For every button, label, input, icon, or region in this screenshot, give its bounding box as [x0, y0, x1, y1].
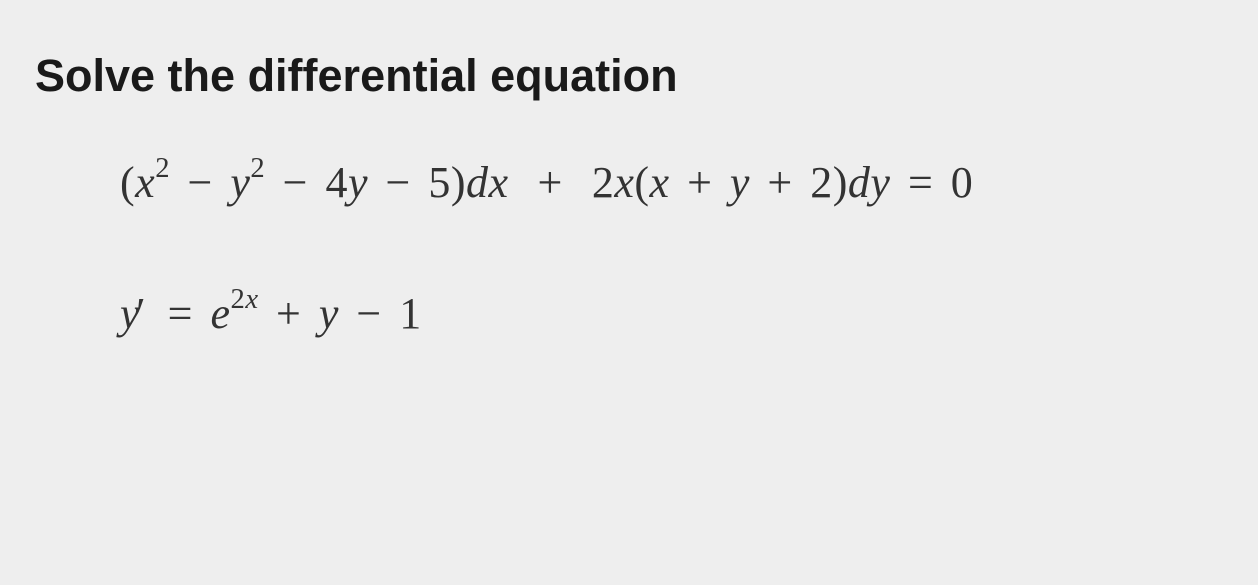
equation-1: (x2 − y2 − 4y − 5)dx + 2x(x + y + 2)dy =… [120, 157, 1223, 208]
page-title: Solve the differential equation [35, 50, 1223, 102]
equation-2: y′ = e2x + y − 1 [120, 288, 1223, 339]
